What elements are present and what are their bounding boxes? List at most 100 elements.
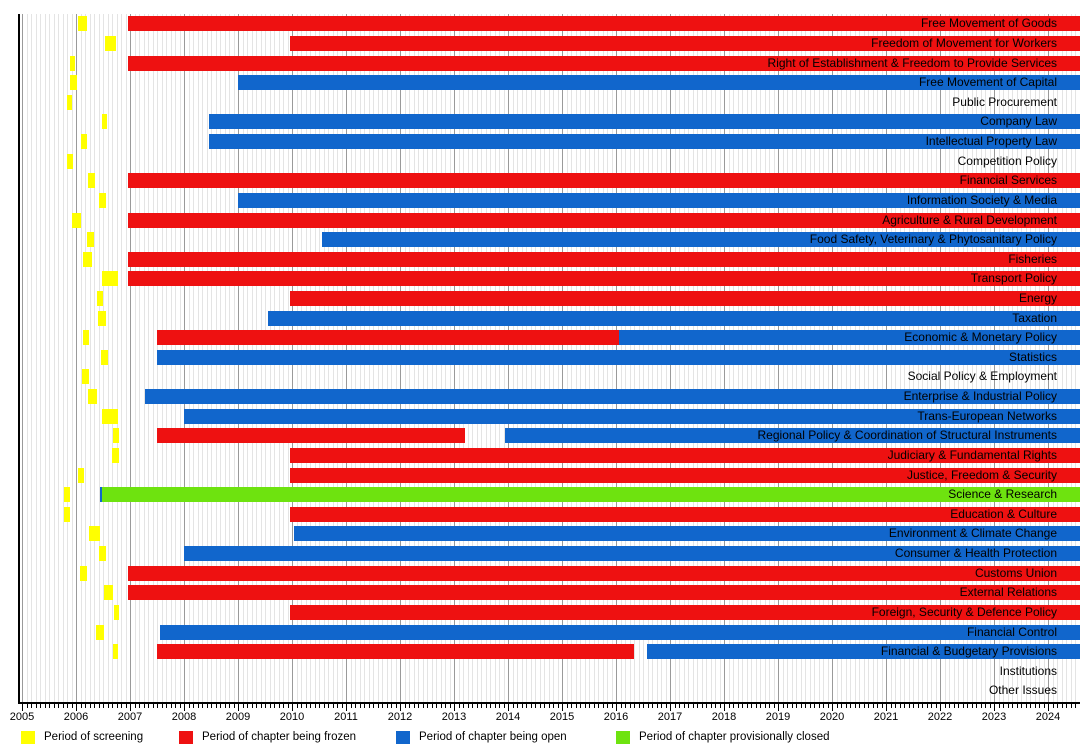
axis-tick-minor [1075,704,1076,708]
axis-tick-minor [44,704,46,708]
bar-screening [80,565,87,581]
axis-tick-minor [224,704,226,708]
gridline-month [40,14,41,702]
axis-tick-minor [373,704,374,708]
axis-tick-minor [760,704,761,708]
axis-tick-minor [931,704,932,708]
row-label: Free Movement of Capital [918,75,1057,90]
axis-tick-minor [89,704,91,708]
bar-screening [105,35,116,51]
bar-screening [71,212,81,228]
bar-screening [101,114,108,130]
axis-tick-minor [206,704,208,708]
axis-tick-minor [359,704,361,708]
axis-tick-minor [809,704,811,708]
axis-tick-minor [256,704,257,708]
axis-year-label: 2018 [711,711,737,723]
bar-screening [113,604,120,620]
axis-tick-minor [1057,704,1058,708]
axis-tick-minor [629,704,631,708]
axis-tick-minor [746,704,748,708]
bar-screening [99,192,107,208]
legend-swatch-open [396,731,410,744]
axis-tick-minor [823,704,824,708]
row-label: Justice, Freedom & Security [906,467,1057,482]
axis-tick-minor [40,704,41,708]
axis-tick-minor [643,704,644,708]
row-label: Financial Control [966,624,1057,639]
row-label: Free Movement of Goods [920,16,1057,31]
row-label: Right of Establishment & Freedom to Prov… [767,55,1057,70]
axis-tick-minor [701,704,703,708]
bar-open [209,134,1080,150]
axis-year-label: 2024 [1035,711,1061,723]
bar-closed [101,487,1080,503]
gridline-year [76,14,77,702]
axis-tick-minor [85,704,86,708]
bar-screening [113,428,120,444]
axis-tick-minor [440,704,442,708]
axis-tick-minor [161,704,163,708]
axis-tick-minor [494,704,496,708]
axis-tick-major [994,704,995,711]
axis-tick-minor [922,704,923,708]
axis-tick-major [346,704,347,711]
axis-tick-major [724,704,725,711]
axis-tick-minor [535,704,536,708]
bar-screening [113,644,119,660]
axis-tick-minor [958,704,959,708]
bar-screening [99,546,106,562]
axis-tick-minor [503,704,505,708]
bar-open [238,192,1080,208]
axis-tick-minor [656,704,658,708]
axis-year-label: 2017 [657,711,683,723]
axis-year-label: 2023 [981,711,1007,723]
bar-frozen [290,604,1080,620]
gridline-month [85,14,86,702]
row-label: Enterprise & Industrial Policy [903,389,1057,404]
axis-tick-minor [814,704,815,708]
axis-tick-minor [521,704,523,708]
gridline-month [94,14,95,702]
axis-tick-minor [350,704,352,708]
axis-tick-minor [193,704,194,708]
axis-tick-minor [269,704,271,708]
row-label: Taxation [1012,310,1057,325]
row-label: Regional Policy & Coordination of Struct… [757,428,1057,443]
axis-tick-minor [121,704,122,708]
axis-tick-minor [818,704,820,708]
axis-tick-minor [341,704,343,708]
axis-tick-minor [998,704,1000,708]
axis-tick-minor [971,704,973,708]
axis-tick-minor [1021,704,1022,708]
axis-tick-major [886,704,887,711]
axis-tick-minor [287,704,289,708]
axis-tick-minor [517,704,518,708]
axis-tick-minor [458,704,460,708]
row-label: Judiciary & Fundamental Rights [887,447,1057,462]
axis-tick-minor [1025,704,1027,708]
axis-tick-minor [94,704,95,708]
bar-screening [70,75,78,91]
axis-tick-minor [319,704,320,708]
axis-tick-minor [755,704,757,708]
axis-tick-minor [188,704,190,708]
axis-year-label: 2020 [819,711,845,723]
row-label: Foreign, Security & Defence Policy [871,604,1057,619]
row-label: Information Society & Media [906,192,1057,207]
axis-tick-minor [71,704,73,708]
axis-tick-minor [566,704,568,708]
bar-screening [66,153,73,169]
legend-swatch-frozen [179,731,193,744]
axis-year-label: 2007 [117,711,143,723]
axis-tick-major [832,704,833,711]
axis-year-label: 2013 [441,711,467,723]
axis-tick-minor [157,704,158,708]
axis-tick-minor [220,704,221,708]
bar-screening [101,408,119,424]
bar-screening [98,310,107,326]
x-axis-spine [18,702,1080,704]
bar-open [184,408,1080,424]
gridline-month [121,14,122,702]
axis-tick-minor [602,704,604,708]
